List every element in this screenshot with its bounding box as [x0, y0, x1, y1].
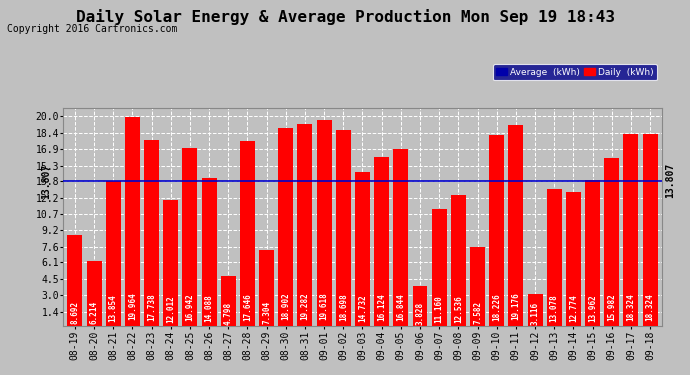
Text: 17.738: 17.738	[147, 293, 156, 321]
Bar	[278, 128, 293, 327]
Bar	[355, 171, 370, 327]
Bar	[546, 189, 562, 327]
Text: 3.116: 3.116	[531, 302, 540, 326]
Bar	[489, 135, 504, 327]
Text: 16.124: 16.124	[377, 294, 386, 321]
Text: 18.324: 18.324	[627, 293, 635, 321]
Text: 19.176: 19.176	[511, 292, 520, 320]
Bar	[528, 294, 542, 327]
Text: 19.964: 19.964	[128, 292, 137, 320]
Bar	[144, 140, 159, 327]
Text: 7.304: 7.304	[262, 301, 271, 324]
Text: 18.698: 18.698	[339, 293, 348, 321]
Text: 16.942: 16.942	[186, 293, 195, 321]
Bar	[413, 286, 428, 327]
Text: Copyright 2016 Cartronics.com: Copyright 2016 Cartronics.com	[7, 24, 177, 34]
Bar	[585, 180, 600, 327]
Bar	[68, 235, 82, 327]
Text: 6.214: 6.214	[90, 302, 99, 324]
Legend: Average  (kWh), Daily  (kWh): Average (kWh), Daily (kWh)	[493, 64, 657, 80]
Text: 12.536: 12.536	[454, 295, 463, 322]
Bar	[86, 261, 101, 327]
Bar	[604, 158, 619, 327]
Bar	[240, 141, 255, 327]
Text: 13.854: 13.854	[109, 294, 118, 322]
Text: 3.828: 3.828	[415, 302, 424, 325]
Text: Daily Solar Energy & Average Production Mon Sep 19 18:43: Daily Solar Energy & Average Production …	[75, 9, 615, 26]
Text: 4.798: 4.798	[224, 302, 233, 325]
Text: 13.078: 13.078	[550, 295, 559, 322]
Text: 16.844: 16.844	[396, 293, 405, 321]
Text: 15.982: 15.982	[607, 294, 616, 321]
Text: 19.618: 19.618	[319, 292, 328, 320]
Text: 18.324: 18.324	[646, 293, 655, 321]
Bar	[374, 157, 389, 327]
Text: 12.774: 12.774	[569, 295, 578, 322]
Text: 13.962: 13.962	[588, 294, 597, 322]
Bar	[393, 149, 408, 327]
Bar	[432, 209, 446, 327]
Text: 18.226: 18.226	[492, 293, 501, 321]
Text: 17.646: 17.646	[243, 293, 252, 321]
Text: 14.732: 14.732	[358, 294, 367, 322]
Bar	[201, 178, 217, 327]
Bar	[297, 124, 313, 327]
Text: 13.807: 13.807	[41, 164, 51, 199]
Text: 14.088: 14.088	[204, 294, 214, 322]
Text: 12.012: 12.012	[166, 295, 175, 322]
Text: 7.582: 7.582	[473, 301, 482, 324]
Bar	[164, 200, 178, 327]
Bar	[106, 181, 121, 327]
Bar	[470, 247, 485, 327]
Text: 13.807: 13.807	[665, 163, 676, 198]
Text: 11.160: 11.160	[435, 295, 444, 323]
Text: 8.692: 8.692	[70, 301, 79, 324]
Bar	[642, 134, 658, 327]
Text: 18.902: 18.902	[282, 293, 290, 321]
Bar	[125, 117, 140, 327]
Text: 19.282: 19.282	[300, 292, 309, 320]
Bar	[221, 276, 236, 327]
Bar	[509, 125, 523, 327]
Bar	[451, 195, 466, 327]
Bar	[624, 134, 638, 327]
Bar	[566, 192, 581, 327]
Bar	[259, 250, 274, 327]
Bar	[336, 130, 351, 327]
Bar	[317, 120, 332, 327]
Bar	[182, 148, 197, 327]
